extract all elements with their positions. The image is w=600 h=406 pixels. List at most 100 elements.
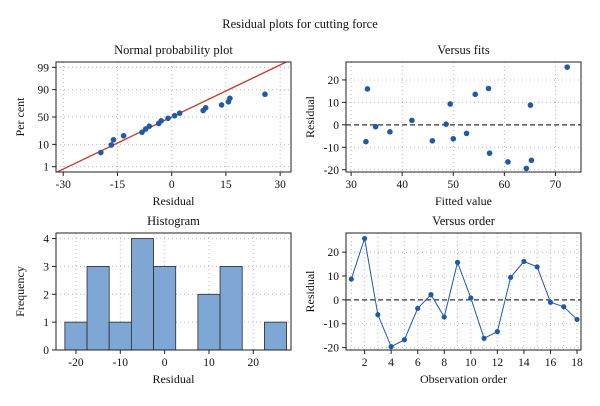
vsorder-point: [547, 299, 554, 305]
histogram-xtick-label: -10: [113, 357, 129, 369]
histogram-ytick-label: 1: [43, 317, 49, 329]
vsfits-point: [429, 137, 436, 144]
vsfits-point: [364, 86, 371, 92]
histogram-ytick-label: 2: [43, 289, 49, 301]
vsfits-point: [505, 159, 511, 165]
vsfits-point: [363, 138, 369, 145]
normprob-xtick-label: 30: [274, 179, 286, 191]
histogram-bar: [86, 266, 110, 350]
vsfits-frame: [345, 61, 582, 173]
vsfits-point: [485, 85, 492, 92]
normprob-point: [98, 149, 104, 156]
vsorder-chart: Versus order Observation order Residual 2 4 6…: [303, 214, 583, 386]
normprob-ytick-label: 1: [43, 162, 49, 174]
vsorder-xtick-label: 8: [441, 357, 447, 369]
histogram-ylabel: Frequency: [13, 266, 27, 317]
vsorder-point: [521, 258, 527, 265]
normprob-ytick-label: 10: [38, 139, 50, 151]
vsorder-point: [415, 305, 421, 312]
histogram-xtick-label: 10: [203, 357, 215, 369]
histogram-bar: [64, 321, 88, 350]
normprob-point: [139, 129, 145, 136]
vsorder-ytick-label: 20: [328, 247, 340, 259]
histogram-bar: [108, 321, 132, 350]
vsfits-title: Versus fits: [437, 43, 490, 57]
vsfits-xlabel: Fitted value: [435, 194, 492, 208]
histogram-xtick-label: 20: [248, 357, 260, 369]
vsorder-xtick-label: 12: [492, 357, 504, 369]
vsorder-point: [401, 337, 408, 343]
vsfits-xtick-label: 70: [550, 179, 562, 191]
vsorder-point: [468, 295, 474, 301]
vsfits-point: [527, 102, 534, 108]
vsfits-xtick-label: 50: [448, 179, 460, 191]
normprob-point: [110, 136, 117, 143]
normprob-point: [120, 132, 127, 139]
normprob-point: [158, 118, 165, 124]
vsorder-xtick-label: 14: [518, 357, 530, 369]
figure-title: Residual plots for cutting force: [222, 17, 378, 31]
normprob-point: [108, 142, 115, 148]
vsorder-point: [454, 259, 461, 265]
vsorder-title: Versus order: [432, 214, 496, 228]
vsfits-xtick-label: 40: [396, 179, 408, 191]
normprob-xtick-label: 15: [220, 179, 232, 191]
histogram-bar: [130, 238, 154, 350]
vsorder-xtick-label: 4: [388, 357, 394, 369]
vsorder-xtick-label: 2: [362, 357, 368, 369]
normprob-point: [176, 110, 183, 116]
vsorder-ytick-label: 0: [333, 295, 339, 307]
vsfits-ytick-label: 10: [328, 97, 340, 109]
vsfits-point: [387, 129, 393, 135]
normprob-ylabel: Per cent: [13, 97, 27, 137]
normprob-point: [202, 104, 209, 111]
vsorder-point: [388, 344, 394, 350]
vsorder-ytick-label: -10: [324, 319, 340, 331]
vsorder-point: [508, 274, 514, 281]
vsfits-point: [523, 165, 530, 172]
vsfits-plot-area: [346, 64, 581, 172]
normprob-plot-area: [56, 62, 288, 172]
histogram-bar: [153, 266, 177, 350]
vsorder-ytick-label: 10: [328, 271, 340, 283]
vsorder-point: [561, 304, 567, 310]
vsfits-ytick-label: -10: [324, 142, 340, 154]
normprob-ytick-label: 90: [38, 85, 50, 97]
vsorder-xtick-label: 18: [571, 357, 583, 369]
vsorder-point: [361, 235, 368, 242]
normprob-chart: Normal probability plot Residual Per cent -…: [13, 43, 292, 208]
vsfits-point: [372, 123, 379, 130]
normprob-point: [227, 95, 233, 102]
vsorder-xlabel: Observation order: [420, 372, 507, 386]
histogram-chart: Histogram Residual Frequency -20 -10 0 10 20 0 1 2…: [13, 214, 292, 386]
histogram-bar: [263, 321, 287, 350]
vsorder-point: [375, 312, 381, 318]
vsfits-point: [528, 157, 535, 164]
histogram-title: Histogram: [147, 214, 200, 228]
vsfits-point: [472, 91, 479, 98]
normprob-ytick-label: 50: [38, 112, 50, 124]
normprob-point: [218, 102, 225, 108]
vsfits-point: [447, 101, 454, 107]
histogram-bar: [197, 293, 221, 350]
vsfits-chart: Versus fits Fitted value Residual 30 40 50 60 7…: [303, 43, 582, 208]
vsorder-frame: [345, 232, 582, 351]
histogram-ytick-label: 4: [43, 234, 49, 246]
vsorder-point: [441, 314, 447, 320]
normprob-point: [171, 112, 178, 119]
histogram-frame: [55, 232, 292, 351]
normprob-point: [146, 123, 153, 130]
normprob-xlabel: Residual: [153, 194, 196, 208]
vsfits-ytick-label: 20: [328, 75, 340, 87]
vsorder-plot-area: [346, 235, 581, 350]
histogram-xtick-label: 0: [162, 357, 168, 369]
vsfits-point: [450, 135, 457, 142]
histogram-ytick-label: 3: [43, 261, 49, 273]
histogram-xlabel: Residual: [153, 372, 196, 386]
vsorder-ytick-label: -20: [324, 343, 340, 355]
vsfits-point: [463, 130, 470, 137]
histogram-xtick-label: -20: [68, 357, 84, 369]
vsorder-xtick-label: 10: [465, 357, 477, 369]
vsfits-point: [564, 64, 571, 70]
